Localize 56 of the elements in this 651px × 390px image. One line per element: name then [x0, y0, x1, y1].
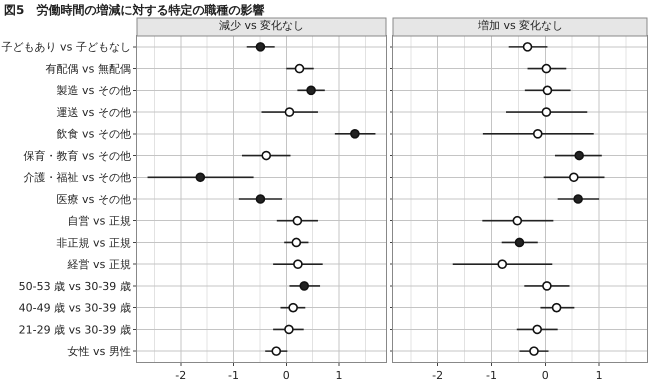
y-tick-label: 21-29 歳 vs 30-39 歳	[18, 323, 131, 336]
point	[574, 150, 584, 160]
chart-title: 図5 労働時間の増減に対する特定の職種の影響	[4, 2, 264, 19]
point	[284, 324, 294, 334]
x-tick-label: 1	[596, 369, 603, 382]
point	[299, 281, 310, 291]
point	[256, 42, 266, 52]
point	[532, 129, 543, 139]
point	[350, 129, 360, 139]
point	[196, 172, 206, 182]
x-tick-label: -1	[486, 369, 497, 382]
y-tick-label: 保育・教育 vs その他	[24, 149, 131, 162]
point	[261, 150, 272, 160]
point	[256, 194, 266, 204]
x-tick-label: 0	[282, 369, 290, 382]
point	[522, 42, 532, 52]
point	[532, 324, 542, 334]
point	[573, 194, 583, 204]
point	[294, 64, 304, 74]
point	[271, 346, 282, 356]
y-tick-label: 40-49 歳 vs 30-39 歳	[18, 302, 131, 315]
point	[497, 259, 508, 269]
point	[284, 107, 294, 117]
point	[288, 302, 298, 312]
y-tick-label: 非正規 vs 正規	[56, 236, 131, 250]
y-tick-label: 子どもあり vs 子どもなし	[2, 40, 131, 54]
y-tick-label: 介護・福祉 vs その他	[24, 171, 131, 184]
point	[292, 238, 302, 248]
y-tick-label: 医療 vs その他	[56, 192, 131, 206]
y-tick-label: 50-53 歳 vs 30-39 歳	[18, 280, 131, 293]
point	[542, 107, 552, 117]
point	[542, 64, 552, 74]
chart-subtitle: 増加 vs 変化なし	[477, 19, 564, 32]
point	[306, 86, 316, 96]
x-tick-label: 1	[336, 369, 343, 382]
y-tick-label: 自営 vs 正規	[68, 214, 131, 228]
y-tick-label: 運送 vs その他	[56, 106, 131, 119]
x-tick-label: -1	[228, 369, 240, 382]
point	[542, 281, 552, 291]
x-tick-label: 0	[542, 369, 549, 382]
y-tick-label: 経営 vs 正規	[66, 258, 131, 272]
y-tick-label: 有配偶 vs 無配偶	[46, 62, 131, 76]
point	[529, 346, 539, 356]
y-tick-label: 製造 vs その他	[56, 84, 131, 98]
chart-subtitle: 減少 vs 変化なし	[219, 19, 304, 32]
x-tick-label: -2	[175, 369, 186, 382]
point	[542, 86, 552, 96]
point	[514, 238, 524, 248]
point	[569, 172, 579, 182]
point	[552, 302, 562, 312]
point	[512, 216, 522, 226]
y-tick-label: 女性 vs 男性	[68, 344, 131, 358]
point	[292, 216, 302, 226]
x-tick-label: -2	[432, 369, 444, 382]
point	[293, 259, 303, 269]
y-tick-label: 飲食 vs その他	[56, 128, 131, 141]
